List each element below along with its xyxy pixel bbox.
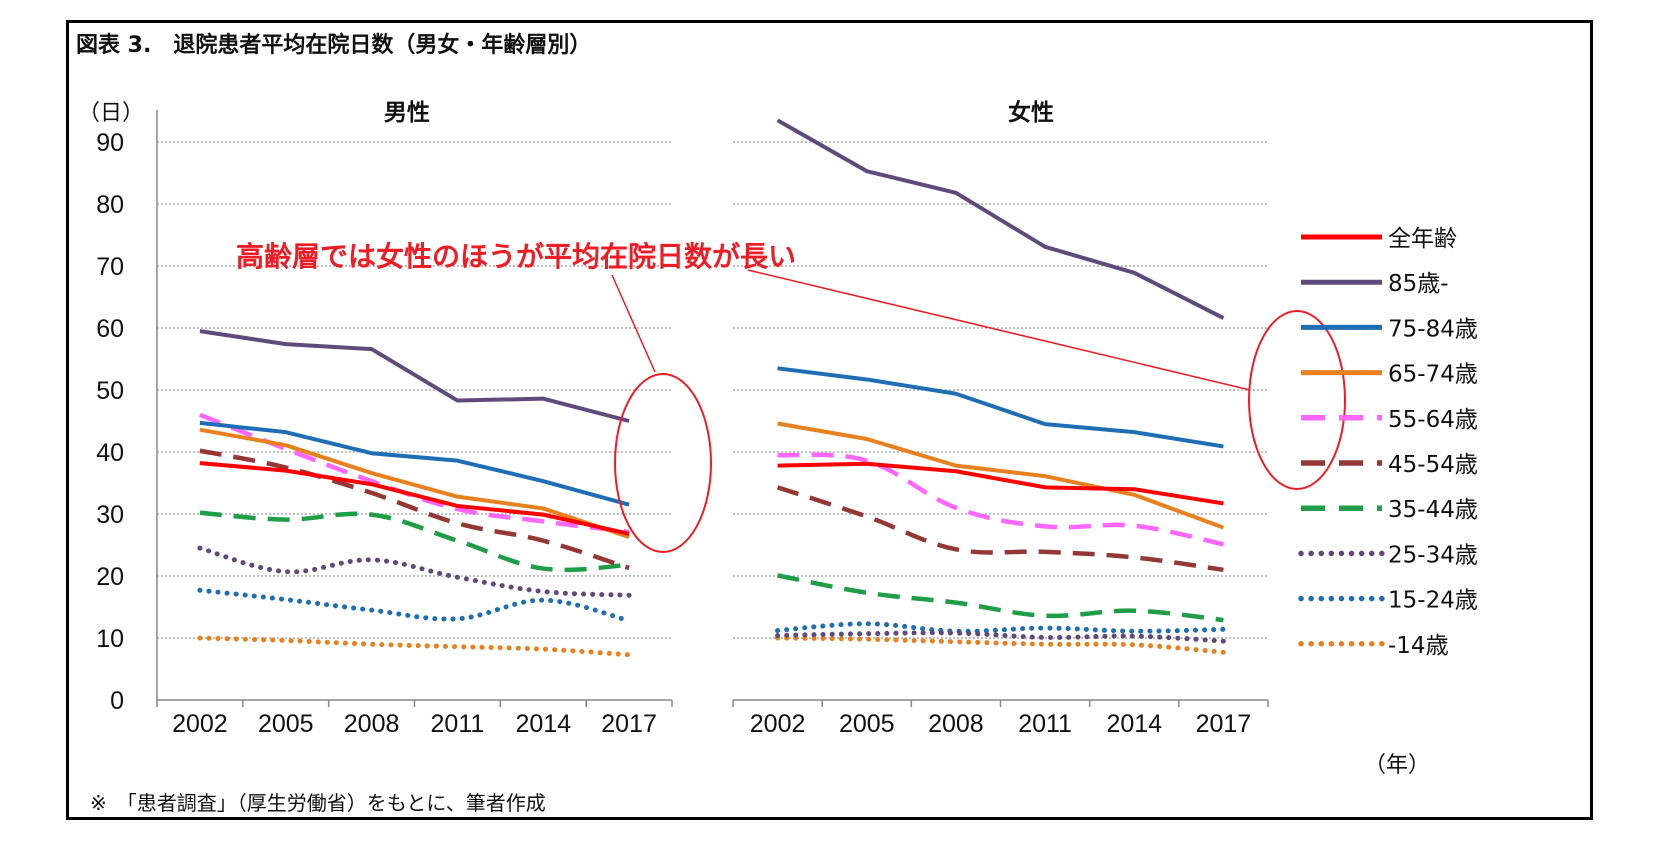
grid-layer xyxy=(157,141,1268,639)
annotation-pointer-female xyxy=(747,269,1251,391)
chart-frame xyxy=(66,20,1593,820)
figure-title: 図表 3. 退院患者平均在院日数（男女・年齢層別） xyxy=(76,32,591,58)
series-line-female xyxy=(775,630,1226,644)
series-line-female xyxy=(777,573,1224,623)
legend-label: 25-34歳 xyxy=(1388,542,1478,568)
y-tick-label: 10 xyxy=(96,625,124,653)
y-tick-label: 60 xyxy=(96,315,124,343)
panel-title: 男性 xyxy=(384,100,430,126)
series-line-male xyxy=(197,587,632,624)
legend-label: 45-54歳 xyxy=(1388,452,1478,478)
x-tick-label: 2002 xyxy=(750,710,806,738)
y-tick-label: 40 xyxy=(96,439,124,467)
x-tick-label: 2005 xyxy=(258,710,314,738)
x-tick-label: 2008 xyxy=(344,710,400,738)
source-note: ※ 「患者調査」（厚生労働省）をもとに、筆者作成 xyxy=(90,791,546,815)
series-line-male xyxy=(199,461,630,536)
annotation-layer: 高齢層では女性のほうが平均在院日数が長い xyxy=(236,240,1346,553)
y-tick-label: 30 xyxy=(96,501,124,529)
legend-label: 85歳- xyxy=(1388,271,1449,297)
x-tick-label: 2002 xyxy=(172,710,228,738)
series-line-male xyxy=(199,420,630,507)
series-line-female xyxy=(777,452,1224,547)
y-tick-label: 0 xyxy=(110,687,124,715)
x-tick-label: 2017 xyxy=(1196,710,1252,738)
series-line-female xyxy=(776,118,1225,320)
annotation-text: 高齢層では女性のほうが平均在院日数が長い xyxy=(236,240,796,273)
x-unit-label: （年） xyxy=(1364,752,1430,777)
series-line-male xyxy=(199,448,630,571)
x-tick-label: 2014 xyxy=(1106,710,1162,738)
female-highlight-ellipse xyxy=(1248,310,1346,490)
x-tick-label: 2005 xyxy=(839,710,895,738)
y-tick-label: 90 xyxy=(96,129,124,157)
annotation-pointer-male xyxy=(611,274,656,373)
y-tick-label: 70 xyxy=(96,253,124,281)
series-line-female xyxy=(775,621,1226,634)
series-line-female xyxy=(777,461,1224,506)
x-tick-label: 2014 xyxy=(515,710,571,738)
axis-layer: 0 10 20 30 40 50 60 70 80 90 2002 2005 2008 2011 2014 2… xyxy=(96,99,1269,738)
series-line-female xyxy=(776,485,1224,573)
y-tick-label: 80 xyxy=(96,191,124,219)
legend-label: 55-64歳 xyxy=(1388,407,1478,433)
legend: 全年齢 85歳- 75-84歳 65-74歳 55-64歳 45-54歳 35-44歳 25-… xyxy=(1298,226,1478,659)
series-line-male xyxy=(199,329,630,423)
x-tick-label: 2011 xyxy=(1018,710,1072,738)
y-tick-label: 20 xyxy=(96,563,124,591)
x-tick-label: 2017 xyxy=(601,710,657,738)
panel-title: 女性 xyxy=(1008,99,1054,126)
series-layer xyxy=(197,118,1226,658)
x-tick-label: 2008 xyxy=(928,710,984,738)
y-tick-label: 50 xyxy=(96,377,124,405)
legend-label: 全年齢 xyxy=(1388,226,1457,252)
y-unit-label: （日） xyxy=(78,100,144,125)
series-line-male xyxy=(199,510,630,573)
series-line-male xyxy=(199,427,630,539)
series-line-female xyxy=(775,635,1226,655)
legend-label: 35-44歳 xyxy=(1388,497,1478,523)
series-line-female xyxy=(777,421,1225,530)
legend-label: 75-84歳 xyxy=(1388,316,1478,342)
series-line-female xyxy=(777,366,1224,449)
legend-label: 65-74歳 xyxy=(1388,362,1478,388)
legend-label: 15-24歳 xyxy=(1388,588,1478,614)
x-tick-label: 2011 xyxy=(431,710,485,738)
legend-label: -14歳 xyxy=(1388,633,1449,659)
series-line-male xyxy=(197,635,632,658)
series-line-male xyxy=(197,545,632,598)
male-highlight-ellipse xyxy=(614,373,712,553)
